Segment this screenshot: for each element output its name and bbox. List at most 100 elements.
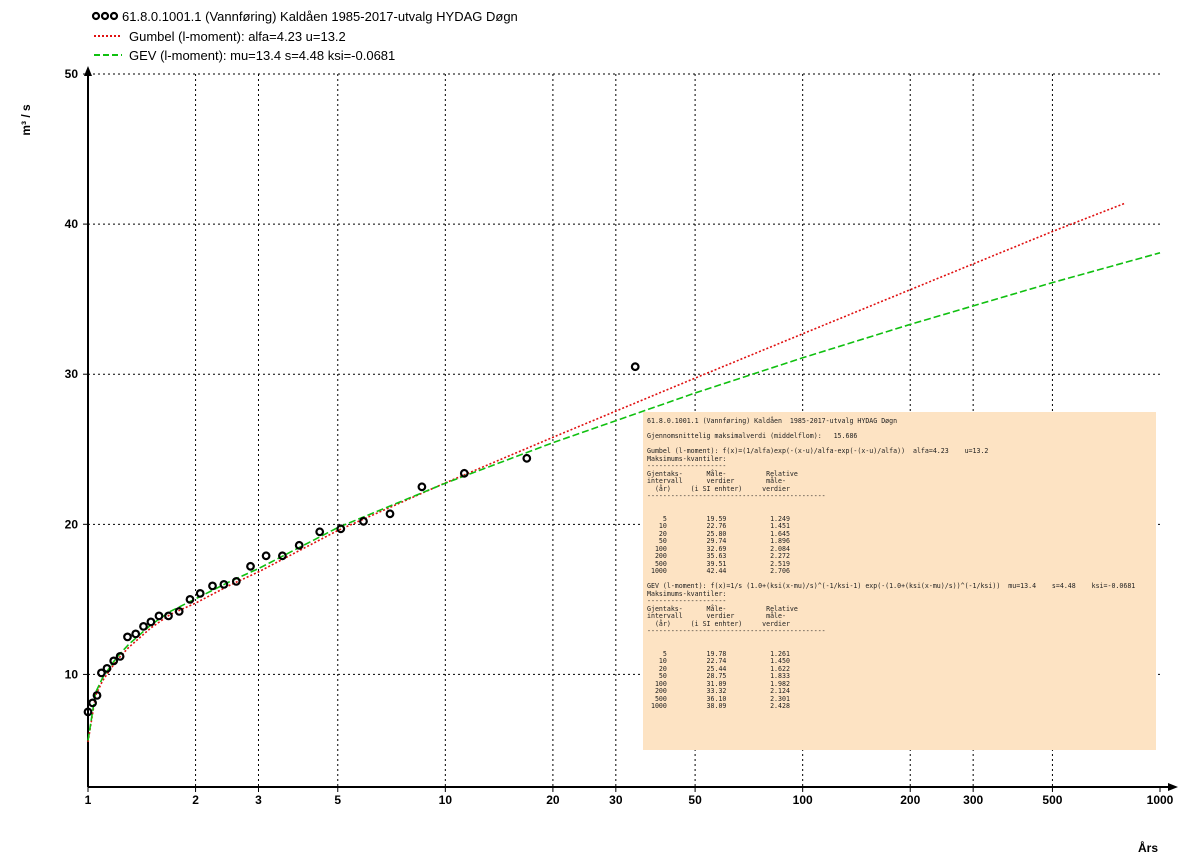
observation-point xyxy=(315,527,325,537)
info-line: Maksimums-kvantiler: xyxy=(647,454,727,463)
info-line xyxy=(647,501,1156,509)
info-line: 5 19.59 1.249 xyxy=(647,514,790,523)
info-line: 500 36.10 2.301 xyxy=(647,694,790,703)
x-tick-label: 100 xyxy=(793,793,813,807)
x-tick-label: 5 xyxy=(334,793,341,807)
observation-point xyxy=(96,668,106,678)
info-line: Maksimums-kvantiler: xyxy=(647,589,727,598)
info-line: 200 35.63 2.272 xyxy=(647,552,790,560)
plot-series xyxy=(83,202,1161,743)
x-tick-label: 20 xyxy=(546,793,560,807)
observation-point xyxy=(131,629,141,639)
legend: 61.8.0.1001.1 (Vannføring) Kaldåen 1985-… xyxy=(91,9,518,63)
legend-label-gev: GEV (l-moment): mu=13.4 s=4.48 ksi=-0.06… xyxy=(129,48,395,63)
observation-point xyxy=(195,589,205,598)
info-line: (år) (i SI enhter) verdier xyxy=(647,484,790,493)
observation-point xyxy=(109,656,119,666)
x-tick-label: 1000 xyxy=(1147,793,1174,807)
info-line: 1000 38.09 2.428 xyxy=(647,702,790,710)
observation-point xyxy=(139,622,148,631)
gev-curve xyxy=(87,252,1161,741)
x-tick-label: 1 xyxy=(85,793,92,807)
observation-point xyxy=(154,611,164,621)
observation-point xyxy=(336,524,346,534)
info-line: 5 19.78 1.261 xyxy=(647,649,790,658)
observation-point xyxy=(208,581,217,591)
observation-point xyxy=(92,691,102,700)
info-line: 50 29.74 1.896 xyxy=(647,537,790,545)
observation-point xyxy=(146,617,156,627)
statistics-info-box: 61.8.0.1001.1 (Vannføring) Kaldåen 1985-… xyxy=(643,412,1156,750)
x-axis-arrow xyxy=(1168,783,1178,791)
info-line: intervall verdier måle- xyxy=(647,477,786,485)
y-tick-label: 30 xyxy=(65,367,79,381)
info-line: -------------------- xyxy=(647,597,727,605)
info-line: 1000 42.44 2.706 xyxy=(647,567,790,575)
y-tick-label: 10 xyxy=(65,667,79,681)
info-line: 10 22.74 1.450 xyxy=(647,657,790,665)
info-line: 20 25.44 1.622 xyxy=(647,664,790,673)
x-tick-label: 300 xyxy=(963,793,983,807)
legend-entry-gev: GEV (l-moment): mu=13.4 s=4.48 ksi=-0.06… xyxy=(94,48,395,63)
info-line: ----------------------------------------… xyxy=(647,492,826,500)
x-tick-label: 500 xyxy=(1042,793,1062,807)
info-line: Gumbel (l-moment): f(x)=(1/alfa)exp(-(x-… xyxy=(647,447,989,455)
observation-point xyxy=(123,632,132,642)
x-tick-label: 3 xyxy=(255,793,262,807)
info-line: 100 32.69 2.084 xyxy=(647,544,790,553)
observation-point xyxy=(417,482,427,492)
y-axis-label: m³ / s xyxy=(19,104,33,136)
info-line: Gjennomsnittelig maksimalverdi (middelfl… xyxy=(647,432,858,440)
y-tick-label: 40 xyxy=(65,217,79,231)
info-line: 10 22.76 1.451 xyxy=(647,522,790,530)
observation-point xyxy=(115,652,125,661)
y-tick-label: 20 xyxy=(65,517,79,531)
info-line: 61.8.0.1001.1 (Vannføring) Kaldåen 1985-… xyxy=(647,417,898,425)
info-line: Gjentaks- Måle- Relative xyxy=(647,604,798,613)
gumbel-curve xyxy=(87,202,1126,743)
observation-point xyxy=(83,707,93,717)
info-line: GEV (l-moment): f(x)=1/s (1.0+(ksi(x-mu)… xyxy=(647,582,1136,590)
observation-point xyxy=(630,362,640,372)
observation-point xyxy=(231,577,241,586)
x-tick-label: 30 xyxy=(609,793,623,807)
observation-point xyxy=(185,595,195,604)
observation-point xyxy=(278,551,287,561)
x-tick-label: 2 xyxy=(192,793,199,807)
axes: 1 2 3 5 10 20 30 50 100 200 300 500 1000 10 20 30 40 50 xyxy=(65,66,1178,807)
observation-point xyxy=(174,607,184,616)
observation-point xyxy=(359,516,368,526)
observation-point xyxy=(459,468,469,478)
legend-label-gumbel: Gumbel (l-moment): alfa=4.23 u=13.2 xyxy=(129,29,346,44)
info-line: Gjentaks- Måle- Relative xyxy=(647,469,798,478)
observation-point xyxy=(219,580,229,589)
observation-point xyxy=(102,664,112,673)
observation-point xyxy=(88,698,97,708)
observation-point xyxy=(294,540,304,550)
info-line: intervall verdier måle- xyxy=(647,612,786,620)
x-tick-label: 200 xyxy=(900,793,920,807)
observation-point xyxy=(522,453,532,463)
info-line: 200 33.32 2.124 xyxy=(647,687,790,695)
observation-point xyxy=(164,611,173,621)
legend-label-observations: 61.8.0.1001.1 (Vannføring) Kaldåen 1985-… xyxy=(122,9,518,24)
info-line: (år) (i SI enhter) verdier xyxy=(647,619,790,628)
x-tick-label: 50 xyxy=(688,793,702,807)
info-line xyxy=(647,636,1156,644)
info-line: ----------------------------------------… xyxy=(647,627,826,635)
legend-entry-observations: 61.8.0.1001.1 (Vannføring) Kaldåen 1985-… xyxy=(91,9,518,24)
observation-point xyxy=(385,509,395,519)
x-tick-label: 10 xyxy=(439,793,453,807)
info-line: 20 25.80 1.645 xyxy=(647,529,790,538)
observation-point xyxy=(246,561,255,571)
y-axis-arrow xyxy=(84,66,92,76)
info-line: 50 28.75 1.833 xyxy=(647,672,790,680)
info-line: 500 39.51 2.519 xyxy=(647,559,790,568)
info-line: 100 31.09 1.982 xyxy=(647,679,790,688)
x-axis-label: Års xyxy=(1138,840,1158,855)
info-line: -------------------- xyxy=(647,462,727,470)
legend-entry-gumbel: Gumbel (l-moment): alfa=4.23 u=13.2 xyxy=(94,29,346,44)
observation-point xyxy=(261,551,271,561)
y-tick-label: 50 xyxy=(65,67,79,81)
